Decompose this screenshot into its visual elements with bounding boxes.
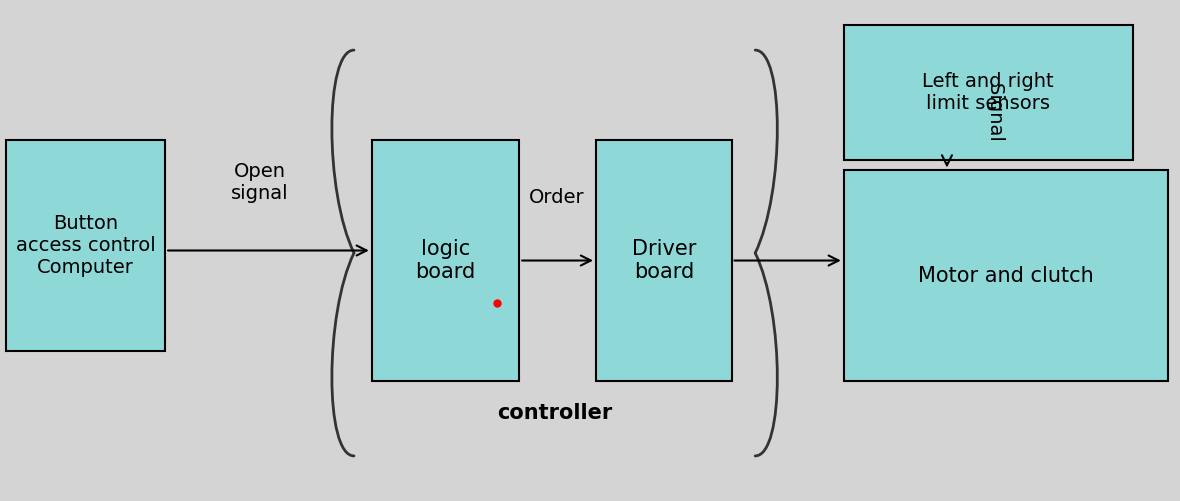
FancyBboxPatch shape	[844, 170, 1168, 381]
Text: Button
access control
Computer: Button access control Computer	[15, 214, 156, 277]
Text: Driver
board: Driver board	[631, 239, 696, 282]
FancyBboxPatch shape	[6, 140, 165, 351]
FancyBboxPatch shape	[844, 25, 1133, 160]
FancyBboxPatch shape	[372, 140, 519, 381]
Text: Order: Order	[529, 188, 585, 207]
Text: logic
board: logic board	[415, 239, 476, 282]
Text: Motor and clutch: Motor and clutch	[918, 266, 1094, 286]
Text: Open
signal: Open signal	[231, 162, 288, 203]
Text: Signal: Signal	[985, 83, 1004, 143]
FancyBboxPatch shape	[596, 140, 732, 381]
Text: Left and right
limit sensors: Left and right limit sensors	[923, 72, 1054, 113]
Text: controller: controller	[497, 403, 612, 423]
